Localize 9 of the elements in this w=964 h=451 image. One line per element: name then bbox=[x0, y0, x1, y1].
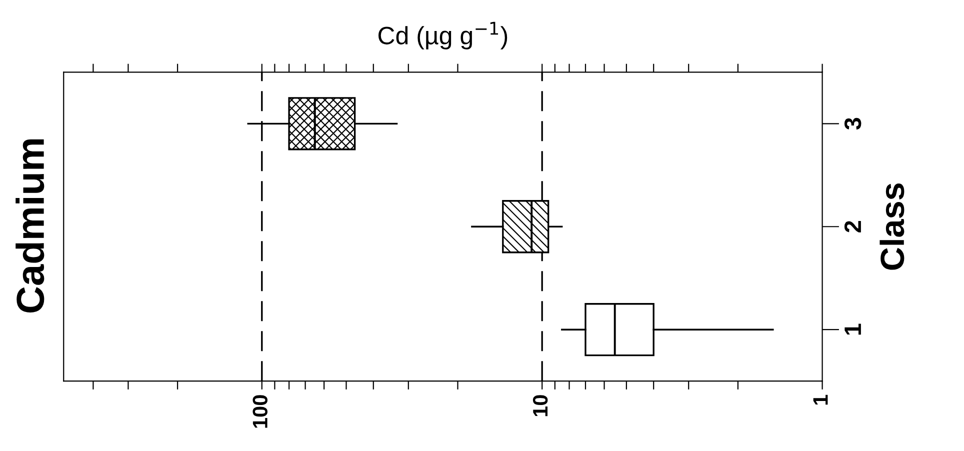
x-tick-label: 10 bbox=[532, 395, 548, 416]
x-tick-label: 100 bbox=[252, 395, 268, 428]
x-axis-title: Cd (µg g$^{−1}$) bbox=[378, 22, 508, 50]
x-tick-label: 1 bbox=[813, 394, 828, 405]
y-axis-title: Class bbox=[880, 184, 904, 270]
text: Cadmium bbox=[16, 139, 44, 312]
y-tick-label: 2 bbox=[844, 221, 861, 232]
y-tick-label: 3 bbox=[844, 118, 862, 130]
y-tick-label: 1 bbox=[844, 324, 861, 335]
